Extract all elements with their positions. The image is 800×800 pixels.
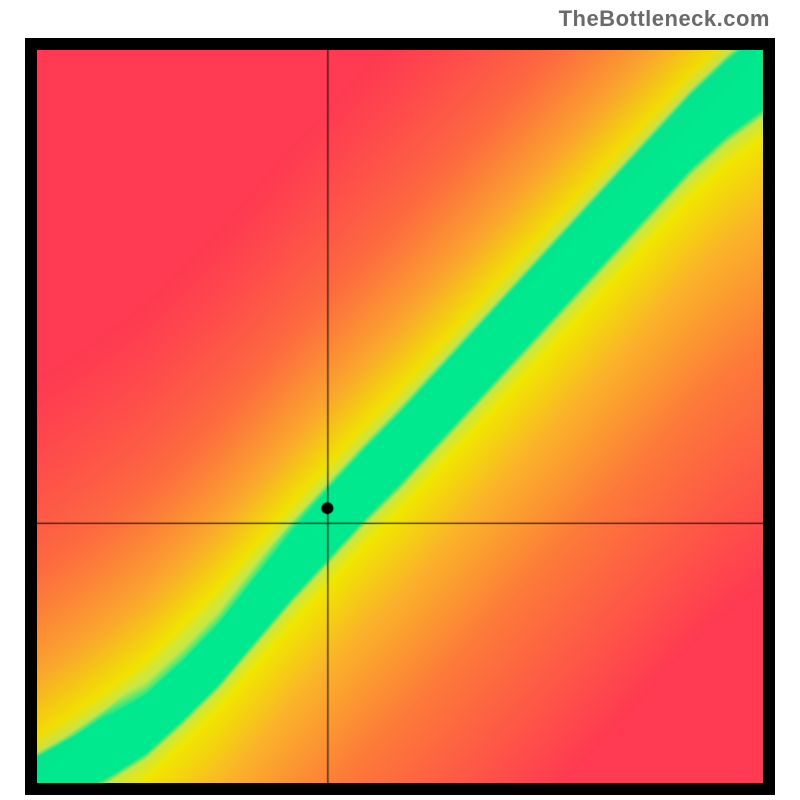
chart-container: TheBottleneck.com	[0, 0, 800, 800]
chart-frame	[25, 38, 775, 795]
watermark-text: TheBottleneck.com	[559, 6, 770, 32]
heatmap-canvas	[37, 50, 763, 783]
